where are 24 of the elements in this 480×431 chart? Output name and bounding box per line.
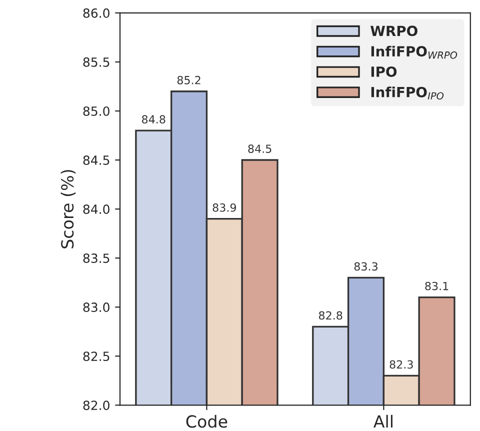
data-label: 83.9 [212,203,236,212]
data-label: 83.3 [354,262,378,271]
legend-label: InfiFPO$_{IPO}$ [371,86,444,100]
y-tick-label: 85.0 [83,106,110,116]
x-tick-label: All [373,414,392,428]
legend-label: IPO [371,66,397,77]
y-tick-label: 82.5 [83,352,110,362]
data-label: 83.1 [425,282,448,290]
y-tick-label: 83.5 [83,254,110,263]
data-label: 85.2 [177,76,200,84]
y-axis-title: Score (%) [60,170,76,248]
x-tick-label: Code [186,414,228,428]
data-label: 82.8 [318,311,342,320]
legend-label: InfiFPO$_{WRPO}$ [371,46,458,59]
legend-label: WRPO [370,26,418,36]
y-tick-label: 86.0 [83,8,110,18]
y-tick-label: 84.0 [83,204,110,214]
data-label: 82.3 [390,360,413,369]
data-label: 84.8 [142,115,166,124]
y-tick-label: 82.0 [83,400,110,410]
y-tick-label: 84.5 [83,155,110,165]
y-tick-label: 83.0 [83,302,110,312]
y-tick-label: 85.5 [83,57,110,67]
data-label: 84.5 [248,144,272,153]
